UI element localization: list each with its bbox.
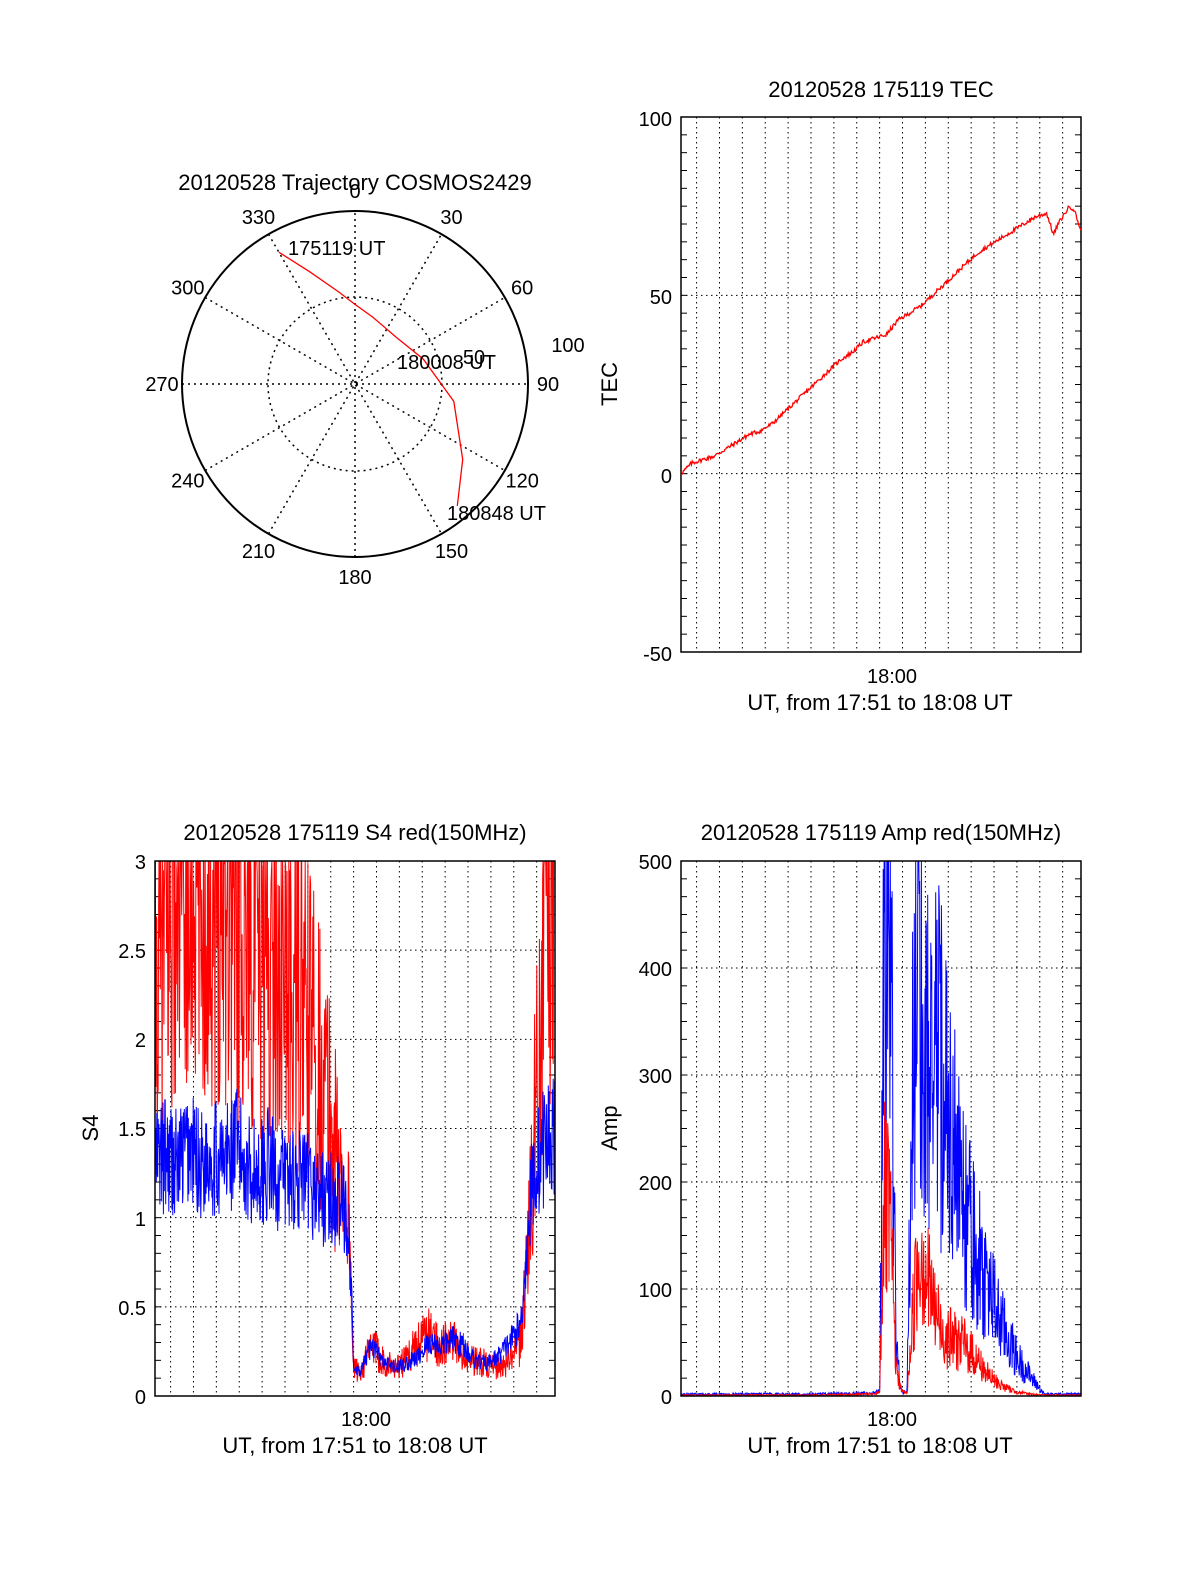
polar-radius-label-50: 50 (463, 347, 485, 369)
tec-ytick-50: 50 (650, 287, 672, 309)
polar-angle-label-30: 30 (440, 207, 462, 229)
tec-grid (681, 116, 1081, 653)
tec-ytick-0: 0 (661, 466, 672, 488)
polar-mid-annotation: 180008 UT (397, 352, 496, 374)
amp-chart: 20120528 175119 Amp red(150MHz) 500 400 … (597, 820, 1082, 1458)
tec-xlabel: UT, from 17:51 to 18:08 UT (747, 690, 1012, 715)
polar-spoke-120 (204, 296, 506, 472)
s4-ytick-0: 0 (135, 1387, 146, 1409)
polar-trajectory-line (278, 251, 464, 506)
tec-series-red (680, 205, 1082, 476)
s4-ytick-2: 2 (135, 1030, 146, 1052)
polar-trajectory-chart: 20120528 Trajectory COSMOS2429 0 30 60 90 12… (145, 170, 584, 589)
s4-title: 20120528 175119 S4 red(150MHz) (183, 820, 526, 845)
polar-spoke-30 (267, 233, 443, 535)
tec-ytick-neg50: -50 (643, 644, 672, 666)
polar-spoke-150 (267, 233, 443, 535)
tec-ylabel: TEC (597, 362, 622, 406)
amp-title: 20120528 175119 Amp red(150MHz) (701, 820, 1061, 845)
polar-radius-label-100: 100 (551, 335, 584, 357)
polar-angle-labels: 0 30 60 90 120 150 180 210 240 270 300 330 (145, 181, 559, 589)
amp-ytick-0: 0 (661, 1387, 672, 1409)
polar-angle-label-120: 120 (505, 471, 538, 493)
polar-inner-ring (267, 296, 443, 472)
s4-ytick-1.5: 1.5 (118, 1119, 146, 1141)
tec-chart: 20120528 175119 TEC 100 50 0 -50 TEC 18:… (597, 77, 1082, 715)
amp-ylabel: Amp (597, 1105, 622, 1150)
amp-ytick-300: 300 (639, 1066, 672, 1088)
s4-ylabel: S4 (78, 1115, 103, 1142)
s4-xlabel: UT, from 17:51 to 18:08 UT (222, 1433, 487, 1458)
s4-chart: 20120528 175119 S4 red(150MHz) 3 2.5 2 1… (78, 820, 556, 1458)
polar-spoke-60 (204, 296, 506, 472)
s4-ytick-2.5: 2.5 (118, 941, 146, 963)
amp-series-blue (680, 860, 1082, 1398)
amp-series-red (680, 1101, 1082, 1398)
tec-title: 20120528 175119 TEC (768, 77, 994, 102)
s4-xtick-1800: 18:00 (341, 1409, 391, 1431)
amp-xtick-1800: 18:00 (867, 1409, 917, 1431)
s4-ytick-1: 1 (135, 1209, 146, 1231)
polar-spokes (182, 211, 528, 557)
amp-ytick-200: 200 (639, 1173, 672, 1195)
polar-angle-label-270: 270 (145, 374, 178, 396)
amp-grid (681, 860, 1081, 1397)
s4-series-blue (154, 1078, 556, 1377)
polar-angle-label-240: 240 (171, 471, 204, 493)
polar-end-annotation: 180848 UT (447, 503, 546, 525)
s4-ytick-0.5: 0.5 (118, 1298, 146, 1320)
polar-start-annotation: 175119 UT (288, 238, 385, 260)
amp-plot-frame (680, 860, 1082, 1397)
tec-xtick-1800: 18:00 (867, 666, 917, 688)
polar-angle-label-300: 300 (171, 278, 204, 300)
s4-plot-frame (154, 860, 556, 1397)
polar-angle-label-330: 330 (242, 207, 275, 229)
s4-series (154, 860, 556, 1382)
polar-angle-label-210: 210 (242, 541, 275, 563)
amp-ytick-400: 400 (639, 959, 672, 981)
s4-ytick-3: 3 (135, 852, 146, 874)
amp-xlabel: UT, from 17:51 to 18:08 UT (747, 1433, 1012, 1458)
tec-plot-frame (680, 116, 1082, 653)
tec-ytick-100: 100 (639, 109, 672, 131)
polar-angle-label-60: 60 (511, 278, 533, 300)
polar-angle-label-90: 90 (537, 374, 559, 396)
polar-angle-label-0: 0 (349, 181, 360, 203)
polar-angle-label-150: 150 (435, 541, 468, 563)
polar-title: 20120528 Trajectory COSMOS2429 (178, 170, 531, 195)
amp-series (680, 860, 1082, 1398)
amp-ytick-500: 500 (639, 852, 672, 874)
polar-angle-label-180: 180 (338, 567, 371, 589)
amp-ytick-100: 100 (639, 1280, 672, 1302)
